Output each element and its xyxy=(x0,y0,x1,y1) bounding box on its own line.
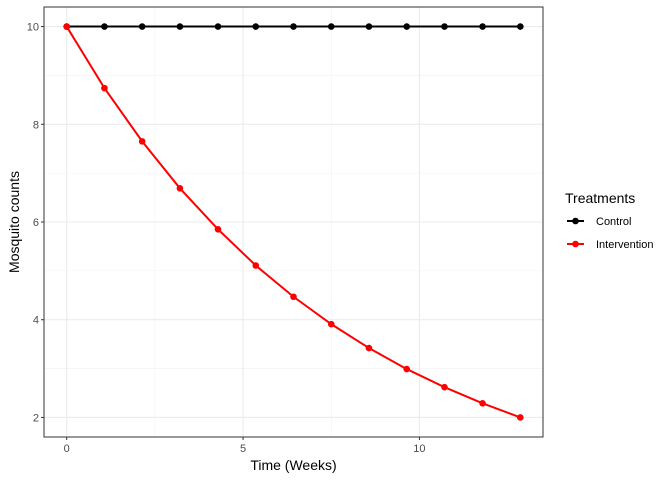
data-point-control xyxy=(101,23,108,30)
data-point-intervention xyxy=(176,184,184,192)
data-point-control xyxy=(327,23,335,30)
legend: Treatments Control Intervention xyxy=(565,190,653,251)
data-point-intervention xyxy=(365,344,373,352)
legend-key-point-control xyxy=(572,217,579,225)
data-point-intervention xyxy=(101,84,108,92)
data-point-control xyxy=(441,23,448,30)
x-axis-label: Time (Weeks) xyxy=(250,457,336,473)
data-point-control xyxy=(290,23,297,30)
data-point-control xyxy=(252,23,260,30)
data-point-control xyxy=(517,23,524,30)
grid xyxy=(44,7,543,437)
data-point-intervention xyxy=(403,365,411,373)
data-point-control xyxy=(365,23,373,30)
x-tick-label: 0 xyxy=(64,443,70,455)
legend-label-intervention: Intervention xyxy=(596,239,653,251)
y-tick-label: 6 xyxy=(33,217,39,229)
y-tick-label: 4 xyxy=(33,315,39,327)
data-point-control xyxy=(214,23,222,30)
series-layer xyxy=(63,23,524,421)
axis-ticks: 0 5 10 2 4 6 8 10 xyxy=(27,22,426,455)
data-point-control xyxy=(138,23,146,30)
data-point-control xyxy=(403,23,411,30)
data-point-intervention xyxy=(290,293,297,301)
y-tick-label: 8 xyxy=(33,119,39,131)
data-point-intervention xyxy=(327,320,335,328)
data-point-control xyxy=(479,23,486,30)
x-tick-label: 5 xyxy=(240,443,246,455)
data-point-intervention xyxy=(214,226,222,233)
legend-key-point-intervention xyxy=(572,240,579,248)
data-point-control xyxy=(176,23,184,30)
data-point-intervention xyxy=(138,138,146,145)
data-point-intervention xyxy=(252,262,260,269)
y-tick-label: 10 xyxy=(27,22,39,34)
x-tick-label: 10 xyxy=(413,443,425,455)
data-point-intervention xyxy=(517,414,524,421)
legend-label-control: Control xyxy=(596,216,631,228)
legend-title: Treatments xyxy=(565,190,635,206)
data-point-intervention xyxy=(479,399,486,407)
data-point-intervention xyxy=(63,23,70,30)
y-tick-label: 2 xyxy=(33,412,39,424)
y-axis-label: Mosquito counts xyxy=(6,171,22,273)
data-point-intervention xyxy=(441,383,448,391)
